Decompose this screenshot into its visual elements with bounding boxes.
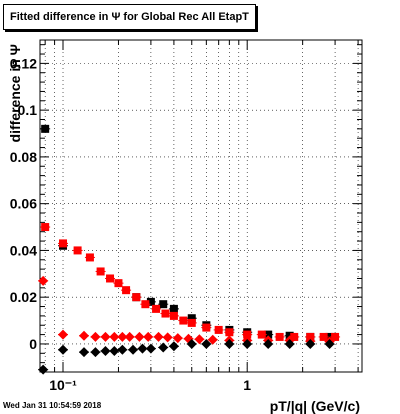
data-point (159, 300, 168, 309)
data-point (38, 275, 49, 286)
data-point (100, 345, 111, 356)
data-point (263, 338, 274, 349)
data-point (275, 332, 284, 341)
data-point (187, 318, 196, 327)
chart-title: Fitted difference in Ψ for Global Rec Al… (3, 4, 256, 30)
data-point (124, 331, 135, 342)
y-tick-label: 0.1 (18, 102, 38, 118)
data-point (58, 344, 69, 355)
data-point (58, 329, 69, 340)
series-3 (38, 338, 335, 375)
data-point (146, 297, 155, 306)
data-point (100, 331, 111, 342)
data-point (319, 332, 328, 341)
data-point (128, 344, 139, 355)
data-point (168, 341, 179, 352)
data-point (169, 311, 178, 320)
data-point (90, 331, 101, 342)
data-point (324, 338, 335, 349)
data-point (143, 331, 154, 342)
data-point (158, 342, 169, 353)
data-point (225, 328, 234, 337)
y-tick-label: 0.04 (10, 242, 37, 258)
data-point (201, 338, 212, 349)
data-point (78, 347, 89, 358)
data-point (141, 300, 150, 309)
data-point (109, 345, 120, 356)
y-tick-label: 0.06 (10, 196, 37, 212)
x-axis-label: pT/|q| (GeV/c) (270, 398, 360, 414)
data-point (122, 286, 131, 295)
timestamp: Wed Jan 31 10:54:59 2018 (3, 401, 102, 410)
data-point (38, 364, 49, 375)
data-point (264, 330, 273, 339)
data-point (186, 338, 197, 349)
data-point (305, 338, 316, 349)
data-point (202, 323, 211, 332)
data-point (152, 304, 161, 313)
data-point (187, 314, 196, 323)
series-1 (40, 223, 341, 341)
data-point (284, 338, 295, 349)
data-point (73, 246, 82, 255)
plot-frame (39, 39, 363, 373)
data-point (290, 332, 299, 341)
data-point (134, 331, 145, 342)
data-point (106, 274, 115, 283)
data-point (41, 223, 50, 232)
data-point (117, 331, 128, 342)
data-point (194, 334, 205, 345)
x-tick-label: 1 (243, 377, 251, 393)
y-tick-label: 0.08 (10, 149, 37, 165)
data-point (331, 332, 340, 341)
data-point (179, 316, 188, 325)
data-point (172, 333, 183, 344)
data-point (85, 253, 94, 262)
data-point (162, 332, 173, 343)
data-point (78, 330, 89, 341)
data-point (153, 331, 164, 342)
data-point (242, 338, 253, 349)
y-axis-label: difference in Ψ (7, 44, 23, 142)
y-tick-label: 0.02 (10, 289, 37, 305)
x-tick-label: 10⁻¹ (49, 377, 77, 393)
data-point (117, 344, 128, 355)
data-point (243, 330, 252, 339)
y-tick-label: 0 (29, 336, 37, 352)
data-point (214, 325, 223, 334)
data-point (96, 267, 105, 276)
data-point (109, 331, 120, 342)
data-point (59, 239, 68, 248)
data-point (207, 334, 218, 345)
data-point (257, 330, 266, 339)
data-point (90, 347, 101, 358)
data-point (114, 279, 123, 288)
data-point (137, 343, 148, 354)
data-point (169, 304, 178, 313)
data-point (132, 293, 141, 302)
y-tick-label: 0.12 (10, 55, 37, 71)
data-point (145, 343, 156, 354)
data-point (161, 309, 170, 318)
data-point (224, 338, 235, 349)
data-point (41, 124, 50, 133)
